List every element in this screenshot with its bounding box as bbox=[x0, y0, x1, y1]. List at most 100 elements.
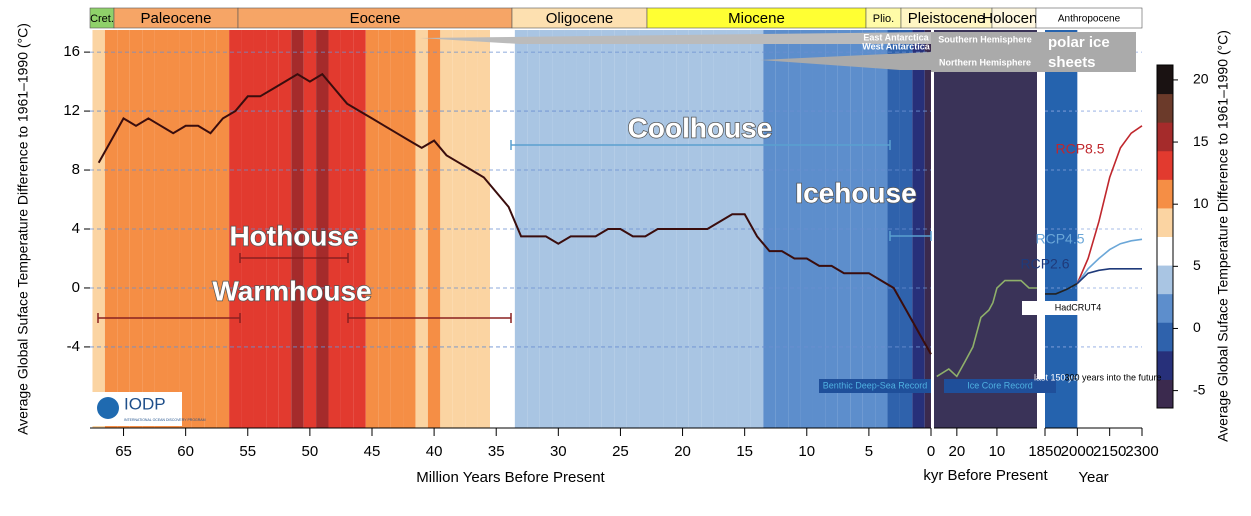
colorbar-band bbox=[1157, 93, 1173, 123]
colorbar-tick-label: 10 bbox=[1193, 195, 1209, 211]
logo-icon bbox=[97, 397, 119, 419]
color-stripe bbox=[452, 30, 466, 428]
color-stripe bbox=[887, 30, 900, 428]
color-stripe bbox=[825, 30, 838, 428]
series-label: RCP2.6 bbox=[1020, 256, 1069, 272]
ice-sheet bbox=[931, 32, 1136, 72]
label-bg bbox=[1022, 301, 1134, 315]
y-tick-label: 0 bbox=[72, 279, 80, 296]
colorbar-band bbox=[1157, 150, 1173, 180]
y-tick-label: -4 bbox=[67, 338, 80, 355]
x-axis-label: Year bbox=[1078, 469, 1108, 486]
colorbar-tick-label: 20 bbox=[1193, 71, 1209, 87]
colorbar-band bbox=[1157, 122, 1173, 152]
ice-label: Northern Hemisphere bbox=[939, 57, 1031, 67]
x-tick-label: 55 bbox=[239, 443, 256, 460]
y-axis-label: Average Global Suface Temperature Differ… bbox=[15, 23, 31, 435]
regime-label: Icehouse bbox=[795, 177, 916, 208]
epoch-label: Plio. bbox=[873, 13, 894, 25]
x-tick-label: 20 bbox=[949, 443, 966, 460]
color-stripe bbox=[229, 30, 242, 428]
period-note: 300 years into the future bbox=[1064, 372, 1161, 382]
x-tick-label: 35 bbox=[488, 443, 505, 460]
x-tick-label: 5 bbox=[865, 443, 873, 460]
x-tick-label: 25 bbox=[612, 443, 629, 460]
epoch-label: Cret. bbox=[90, 13, 114, 25]
color-stripe bbox=[216, 30, 230, 428]
color-stripe bbox=[726, 30, 739, 428]
label-bg bbox=[819, 379, 931, 393]
color-stripe bbox=[713, 30, 727, 428]
panel-bg bbox=[1045, 30, 1078, 428]
x-tick-label: 15 bbox=[736, 443, 753, 460]
color-stripe bbox=[179, 30, 192, 428]
colorbar-band bbox=[1157, 293, 1173, 323]
x-tick-label: 10 bbox=[798, 443, 815, 460]
y-tick-label: 4 bbox=[72, 220, 80, 237]
x-tick-label: 10 bbox=[989, 443, 1006, 460]
series-label: Benthic Deep-Sea Record bbox=[823, 380, 928, 390]
regime-label: Coolhouse bbox=[628, 112, 773, 143]
epoch-label: Pleistocene bbox=[908, 10, 986, 27]
panel-bg bbox=[934, 30, 1037, 428]
epoch-label: Eocene bbox=[350, 10, 401, 27]
color-stripe bbox=[564, 30, 577, 428]
x-tick-label: 1850 bbox=[1028, 443, 1061, 460]
series-label: RCP4.5 bbox=[1035, 231, 1084, 247]
ice-label: West Antarctica bbox=[862, 41, 931, 51]
colorbar-band bbox=[1157, 322, 1173, 352]
x-axis-label: Million Years Before Present bbox=[416, 469, 605, 486]
x-tick-label: 65 bbox=[115, 443, 132, 460]
x-tick-label: 45 bbox=[364, 443, 381, 460]
series-line bbox=[1045, 282, 1078, 295]
color-stripe bbox=[837, 30, 851, 428]
color-stripe bbox=[278, 30, 292, 428]
color-stripe bbox=[167, 30, 180, 428]
series-label: Ice Core Record bbox=[967, 380, 1033, 390]
color-stripe bbox=[514, 30, 528, 428]
color-stripe bbox=[924, 30, 931, 428]
color-stripe bbox=[502, 30, 515, 428]
epoch-band bbox=[1035, 7, 1143, 29]
epoch-label: Miocene bbox=[728, 10, 785, 27]
series-line bbox=[936, 279, 1037, 378]
regime-label: Warmhouse bbox=[212, 275, 371, 306]
x-tick-label: 2000 bbox=[1061, 443, 1094, 460]
x-tick-label: 40 bbox=[426, 443, 443, 460]
epoch-label: Oligocene bbox=[546, 10, 614, 27]
color-stripe bbox=[403, 30, 416, 428]
epoch-label: Paleocene bbox=[141, 10, 212, 27]
x-axis-label: kyr Before Present bbox=[923, 467, 1048, 484]
colorbar-band bbox=[1157, 179, 1173, 209]
ice-sheet bbox=[420, 32, 931, 44]
series-label: RCP8.5 bbox=[1055, 141, 1104, 157]
period-note: last 150 years bbox=[1034, 372, 1091, 382]
color-stripe bbox=[328, 30, 341, 428]
colorbar-frame bbox=[1156, 64, 1174, 409]
colorbar-band bbox=[1157, 265, 1173, 295]
x-tick-label: 2300 bbox=[1125, 443, 1158, 460]
colorbar-band bbox=[1157, 236, 1173, 266]
x-tick-label: 0 bbox=[927, 443, 935, 460]
color-stripe bbox=[899, 30, 913, 428]
series-line bbox=[97, 72, 932, 355]
color-stripe bbox=[788, 30, 801, 428]
x-tick-label: 2150 bbox=[1093, 443, 1126, 460]
ice-label: Southern Hemisphere bbox=[938, 34, 1032, 44]
color-stripe bbox=[291, 30, 304, 428]
x-tick-label: 50 bbox=[302, 443, 319, 460]
x-tick-label: 30 bbox=[550, 443, 567, 460]
ice-title: sheets bbox=[1048, 54, 1096, 71]
colorbar-band bbox=[1157, 379, 1173, 409]
x-tick-label: 60 bbox=[177, 443, 194, 460]
colorbar-tick-label: 0 bbox=[1193, 319, 1201, 335]
color-stripe bbox=[552, 30, 565, 428]
colorbar-tick-label: -5 bbox=[1193, 381, 1206, 397]
color-stripe bbox=[775, 30, 789, 428]
colorbar-band bbox=[1157, 65, 1173, 95]
colorbar-band bbox=[1157, 207, 1173, 237]
y-tick-label: 8 bbox=[72, 161, 80, 178]
color-stripe bbox=[117, 30, 130, 428]
color-stripe bbox=[340, 30, 354, 428]
